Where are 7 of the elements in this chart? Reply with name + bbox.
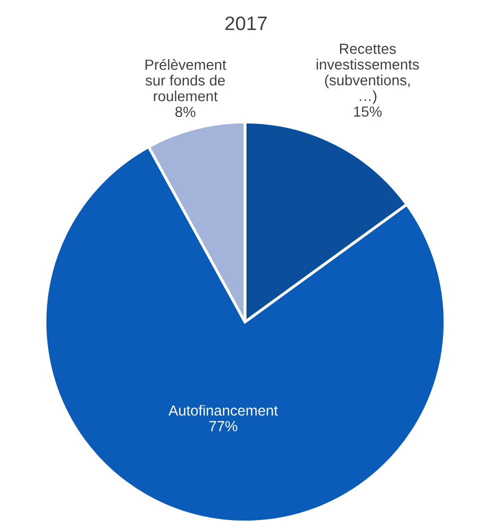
data-label: 15% — [354, 106, 382, 117]
data-label: 8% — [175, 106, 196, 118]
data-label: 77% — [209, 421, 238, 432]
slice-label: Autofinancement — [168, 404, 278, 416]
slice-label: Recettes investissements (subventions, …) — [316, 44, 419, 104]
chart-title: 2017 — [225, 16, 267, 30]
slice-label: Prélèvement sur fonds de roulement — [146, 59, 226, 102]
